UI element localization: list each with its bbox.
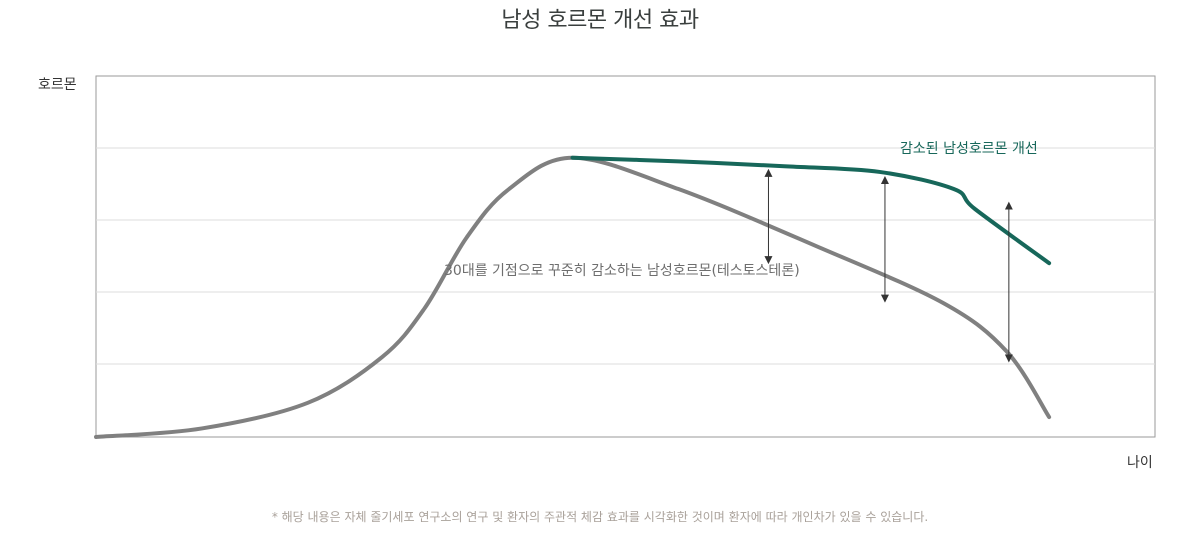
label-declining-hormone: 30대를 기점으로 꾸준히 감소하는 남성호르몬(테스토스테론) [444,263,800,279]
chart-title: 남성 호르몬 개선 효과 [501,8,699,33]
grid-lines [96,147,1155,365]
series-layer [94,155,1052,439]
label-improved-hormone: 감소된 남성호르몬 개선 [900,141,1038,157]
x-axis-label: 나이 [1127,455,1153,471]
y-axis-label: 호르몬 [38,77,77,93]
footnote: * 해당 내용은 자체 줄기세포 연구소의 연구 및 환자의 주관적 체감 효과… [271,510,929,524]
plot-frame [95,75,1156,438]
gap-markers [764,168,1013,363]
series-line-declining [94,155,1052,439]
series-line-improved [570,155,1052,266]
